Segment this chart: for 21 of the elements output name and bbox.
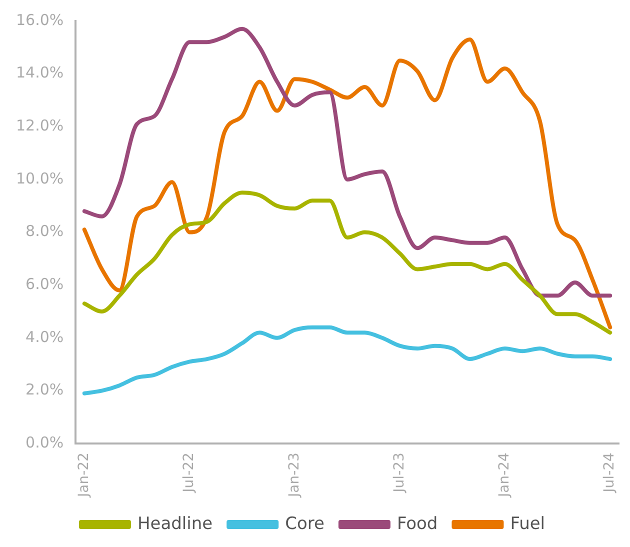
x-tick-label: Jan-22 [76,452,92,498]
line-series [82,190,612,335]
line-series [82,325,612,396]
y-tick-label: 10.0% [16,169,64,188]
legend-label: Core [285,514,324,534]
y-tick-label: 4.0% [26,328,64,346]
y-tick-label: 16.0% [16,10,64,29]
x-tick-label: Jan-24 [496,452,513,498]
x-tick-label: Jul-22 [181,452,198,494]
legend-label: Headline [137,514,213,534]
y-tick-label: 2.0% [26,380,64,399]
y-tick-label: 6.0% [26,274,64,293]
x-tick-label: Jul-24 [602,452,618,494]
y-tick-label: 0.0% [26,433,64,452]
x-tick-label: Jul-23 [391,452,408,494]
legend-label: Fuel [510,514,546,534]
legend-label: Food [396,514,438,534]
x-tick-label: Jan-23 [286,452,302,498]
y-tick-label: 12.0% [16,116,64,135]
y-tick-label: 14.0% [16,64,64,82]
y-tick-label: 8.0% [26,222,64,240]
